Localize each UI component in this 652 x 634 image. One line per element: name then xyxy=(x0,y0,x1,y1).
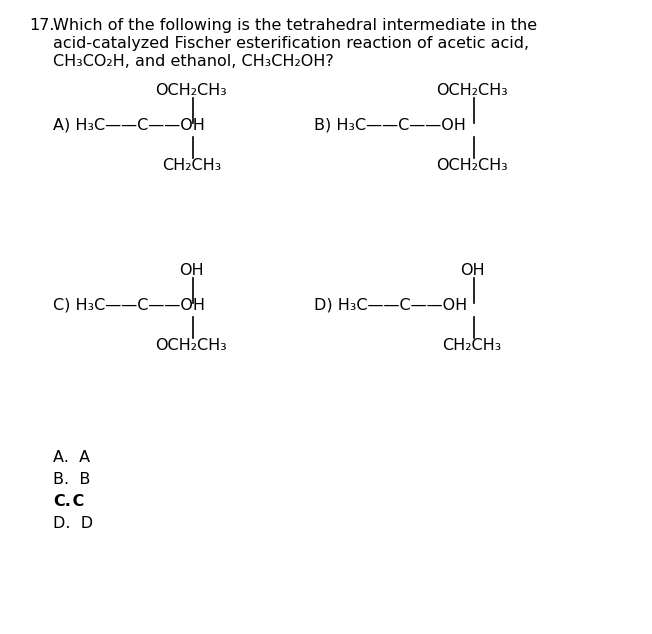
Text: A) H₃C——C——OH: A) H₃C——C——OH xyxy=(53,118,205,133)
Text: C.: C. xyxy=(53,494,71,509)
Text: CH₂CH₃: CH₂CH₃ xyxy=(162,158,221,173)
Text: 17.: 17. xyxy=(29,18,55,33)
Text: B) H₃C——C——OH: B) H₃C——C——OH xyxy=(314,118,466,133)
Text: OCH₂CH₃: OCH₂CH₃ xyxy=(156,83,228,98)
Text: Which of the following is the tetrahedral intermediate in the: Which of the following is the tetrahedra… xyxy=(53,18,537,33)
Text: OH: OH xyxy=(460,263,484,278)
Text: OCH₂CH₃: OCH₂CH₃ xyxy=(436,158,508,173)
Text: OCH₂CH₃: OCH₂CH₃ xyxy=(156,338,228,353)
Text: acid-catalyzed Fischer esterification reaction of acetic acid,: acid-catalyzed Fischer esterification re… xyxy=(53,36,529,51)
Text: CH₃CO₂H, and ethanol, CH₃CH₂OH?: CH₃CO₂H, and ethanol, CH₃CH₂OH? xyxy=(53,54,334,69)
Text: OCH₂CH₃: OCH₂CH₃ xyxy=(436,83,508,98)
Text: B.  B: B. B xyxy=(53,472,91,487)
Text: C) H₃C——C——OH: C) H₃C——C——OH xyxy=(53,298,205,313)
Text: D.  D: D. D xyxy=(53,516,93,531)
Text: D) H₃C——C——OH: D) H₃C——C——OH xyxy=(314,298,467,313)
Text: CH₂CH₃: CH₂CH₃ xyxy=(442,338,501,353)
Text: C: C xyxy=(67,494,84,509)
Text: A.  A: A. A xyxy=(53,450,91,465)
Text: OH: OH xyxy=(179,263,204,278)
